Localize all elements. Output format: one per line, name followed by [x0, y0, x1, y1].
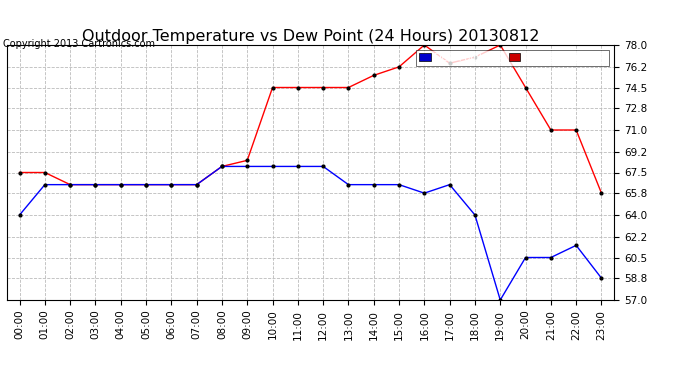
- Title: Outdoor Temperature vs Dew Point (24 Hours) 20130812: Outdoor Temperature vs Dew Point (24 Hou…: [81, 29, 540, 44]
- Legend: Dew Point (°F), Temperature (°F): Dew Point (°F), Temperature (°F): [416, 50, 609, 66]
- Text: Copyright 2013 Cartronics.com: Copyright 2013 Cartronics.com: [3, 39, 155, 50]
